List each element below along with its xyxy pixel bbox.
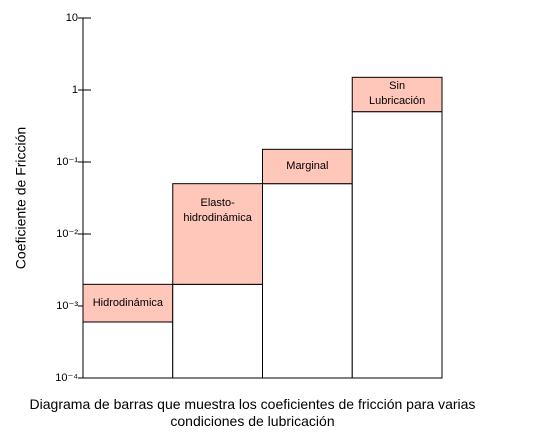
range-bar [172,183,263,285]
range-bar [351,76,443,113]
base-bar [351,111,443,379]
category-label: Marginal [286,159,329,172]
category-label: Sin Lubricación [368,80,426,108]
category-label: Elasto- hidrodinámica [183,196,252,224]
base-bar [82,321,174,379]
y-tick-label: 10⁻⁴ [55,372,78,384]
caption: Diagrama de barras que muestra los coefi… [29,396,476,429]
y-tick-label: 10 [66,12,78,24]
range-bar [262,148,353,185]
y-tick-label: 1 [72,84,78,96]
base-bar [262,183,353,379]
y-tick-label: 10⁻¹ [56,156,78,168]
base-bar [172,283,263,379]
y-tick-label: 10⁻² [56,228,78,240]
category-label: Hidrodinámica [92,296,164,309]
y-tick-label: 10⁻³ [56,300,78,312]
y-axis-title: Coeficiente de Fricción [13,127,29,269]
range-bar [82,283,174,323]
